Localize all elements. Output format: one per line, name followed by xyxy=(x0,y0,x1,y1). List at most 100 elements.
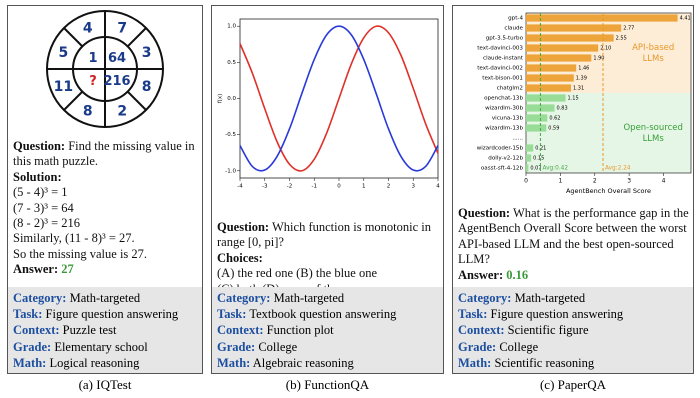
y-tick-label: gpt-4 xyxy=(508,16,523,22)
meta-row: Task: Textbook question answering xyxy=(217,306,438,322)
x-tick-label: 3 xyxy=(412,184,416,190)
puzzle-number: 4 xyxy=(83,20,93,36)
caption: (b) FunctionQA xyxy=(285,377,370,392)
question: Question: Find the missing value in this… xyxy=(13,139,198,170)
question: Question: Which function is monotonic in… xyxy=(217,220,439,251)
meta-text: Logical reasoning xyxy=(49,355,140,370)
meta-text: Algebraic reasoning xyxy=(252,355,354,370)
meta-text: Function plot xyxy=(266,323,334,338)
region-label: LLMs xyxy=(643,54,665,64)
divider xyxy=(126,90,147,111)
meta-label: Grade: xyxy=(458,339,497,354)
divider xyxy=(63,27,84,48)
y-tick-label: 0.5 xyxy=(227,60,236,66)
meta-row: Category: Math-targeted xyxy=(458,290,688,306)
y-tick-label: 0.0 xyxy=(227,96,236,102)
bar xyxy=(526,74,574,82)
x-tick-label: 0 xyxy=(337,184,341,190)
y-tick-label: gpt-3.5-turbo xyxy=(486,36,524,42)
puzzle-number: 11 xyxy=(54,79,73,95)
y-tick-label: claude-instant xyxy=(483,56,524,62)
puzzle-number: 8 xyxy=(83,104,93,120)
value-label: 0.07 xyxy=(530,166,541,172)
y-tick-label: chatglm2 xyxy=(497,86,523,92)
puzzle-number: 2 xyxy=(117,104,127,120)
panel: -4 -3 -2 -1 0 1 2 3 4 -1.0 -0.5 0.0 0.5 1.0 f(x) Quest… xyxy=(211,5,444,374)
bar xyxy=(526,144,534,152)
meta-text: Textbook question answering xyxy=(249,307,397,322)
meta-label: Math: xyxy=(217,355,251,370)
average-label: Avg:2.24 xyxy=(605,166,631,172)
x-tick-label: 0 xyxy=(524,178,528,185)
bar xyxy=(526,64,577,72)
solution-line: Similarly, (11 - 8)³ = 27. xyxy=(13,231,135,246)
bar xyxy=(526,24,622,32)
solution-line: (8 - 2)³ = 216 xyxy=(13,216,81,231)
answer: Answer: 0.16 xyxy=(458,268,689,283)
value-label: 2.55 xyxy=(616,36,627,42)
bar xyxy=(526,124,547,132)
qa: Question: What is the performance gap in… xyxy=(458,206,689,283)
y-tick-label: wizardlm-13b xyxy=(485,126,523,132)
question-label: Question: xyxy=(217,220,270,234)
solution-line: (5 - 4)³ = 1 xyxy=(13,185,68,200)
meta-row: Math: Algebraic reasoning xyxy=(217,355,438,371)
meta-label: Math: xyxy=(458,355,492,370)
y-tick-label: text-davinci-003 xyxy=(477,46,523,52)
average-label: Avg:0.42 xyxy=(542,166,568,172)
region-label: LLMs xyxy=(643,134,665,144)
meta-text: Math-targeted xyxy=(273,291,345,305)
meta-text: College xyxy=(258,339,298,354)
x-tick-label: -3 xyxy=(262,184,268,190)
puzzle-number: 216 xyxy=(103,74,130,89)
question-text: What is the performance gap in the Agent… xyxy=(458,206,689,267)
value-label: 0.62 xyxy=(549,116,560,122)
meta-label: Task: xyxy=(217,307,247,322)
meta-text: Puzzle test xyxy=(62,323,117,338)
meta-label: Grade: xyxy=(13,339,52,354)
y-tick-label: claude xyxy=(504,26,523,32)
y-tick-label: ...... xyxy=(512,136,523,142)
puzzle-number: 8 xyxy=(142,79,152,95)
meta-row: Grade: College xyxy=(458,339,688,355)
x-tick-label: -2 xyxy=(287,184,292,190)
meta-text: Math-targeted xyxy=(69,291,141,305)
bar xyxy=(526,114,548,122)
meta: Category: Math-targeted Task: Figure ques… xyxy=(453,287,693,373)
meta-text: Elementary school xyxy=(54,339,148,354)
bar xyxy=(526,84,572,92)
x-tick-label: 2 xyxy=(593,178,597,185)
divider xyxy=(63,90,84,111)
curve xyxy=(239,25,439,172)
meta-label: Context: xyxy=(13,323,60,338)
answer-text: 27 xyxy=(61,262,74,277)
x-tick-label: 1 xyxy=(362,184,366,190)
solution-line: (7 - 3)³ = 64 xyxy=(13,200,74,215)
choices-line: (A) the red one (B) the blue one xyxy=(217,266,378,281)
bar xyxy=(526,94,566,102)
value-label: 1.15 xyxy=(568,96,579,102)
meta: Category: Math-targeted Task: Figure ques… xyxy=(8,287,202,373)
meta-label: Grade: xyxy=(217,339,256,354)
solution-line: So the missing value is 27. xyxy=(13,246,148,261)
y-tick-label: 1.0 xyxy=(227,24,236,30)
meta: Category: Math-targeted Task: Textbook qu… xyxy=(212,287,443,373)
bar xyxy=(526,34,614,42)
bar xyxy=(526,54,592,62)
meta-label: Context: xyxy=(458,323,505,338)
caption: (c) PaperQA xyxy=(539,377,607,392)
meta-row: Context: Function plot xyxy=(217,322,438,338)
meta-text: College xyxy=(499,339,539,354)
meta-text: Figure question answering xyxy=(490,307,624,322)
x-tick-label: -4 xyxy=(237,184,243,190)
meta-text: Scientific reasoning xyxy=(494,355,595,370)
value-label: 0.59 xyxy=(548,126,559,132)
y-tick-label: dolly-v2-12b xyxy=(488,156,523,162)
meta-label: Task: xyxy=(13,307,43,322)
y-tick-label: -0.5 xyxy=(225,132,236,138)
x-axis-label: AgentBench Overall Score xyxy=(566,187,651,195)
meta-row: Grade: Elementary school xyxy=(13,339,197,355)
puzzle-number: 3 xyxy=(142,45,152,61)
meta-row: Math: Logical reasoning xyxy=(13,355,197,371)
